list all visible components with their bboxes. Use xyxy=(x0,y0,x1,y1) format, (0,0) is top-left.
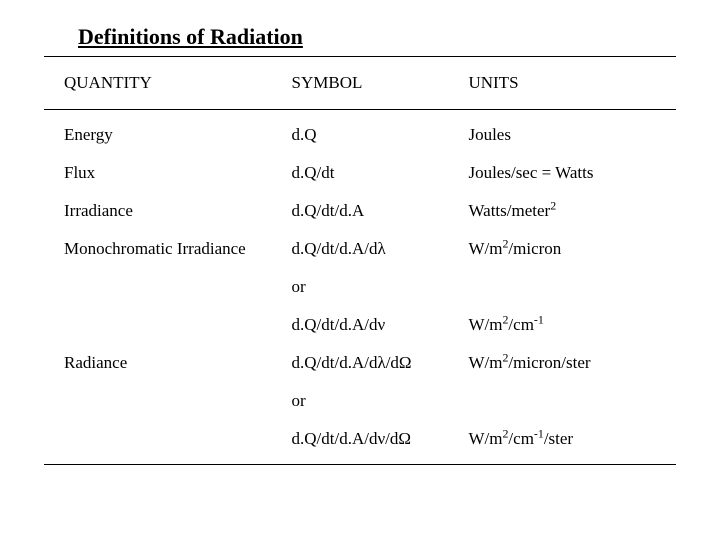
table-row: or xyxy=(44,268,676,306)
cell-units xyxy=(448,382,676,420)
col-header-units: UNITS xyxy=(448,63,676,103)
table-row: Flux d.Q/dt Joules/sec = Watts xyxy=(44,154,676,192)
rule-under-header xyxy=(44,109,676,110)
cell-symbol: d.Q/dt/d.A/dλ/dΩ xyxy=(272,344,449,382)
table-row: Monochromatic Irradiance d.Q/dt/d.A/dλ W… xyxy=(44,230,676,268)
table-header-row: QUANTITY SYMBOL UNITS xyxy=(44,63,676,103)
definitions-table-body: Energy d.Q Joules Flux d.Q/dt Joules/sec… xyxy=(44,116,676,458)
page-title: Definitions of Radiation xyxy=(78,24,676,50)
table-row: Irradiance d.Q/dt/d.A Watts/meter2 xyxy=(44,192,676,230)
col-header-symbol: SYMBOL xyxy=(272,63,449,103)
table-row: d.Q/dt/d.A/dν/dΩ W/m2/cm-1/ster xyxy=(44,420,676,458)
cell-quantity xyxy=(44,268,272,306)
cell-quantity xyxy=(44,420,272,458)
cell-units: W/m2/micron xyxy=(448,230,676,268)
cell-symbol: d.Q xyxy=(272,116,449,154)
cell-units: W/m2/cm-1/ster xyxy=(448,420,676,458)
cell-symbol: or xyxy=(272,382,449,420)
cell-quantity: Radiance xyxy=(44,344,272,382)
cell-symbol: d.Q/dt/d.A/dν xyxy=(272,306,449,344)
cell-units: W/m2/micron/ster xyxy=(448,344,676,382)
rule-top xyxy=(44,56,676,57)
table-row: or xyxy=(44,382,676,420)
table-row: Energy d.Q Joules xyxy=(44,116,676,154)
table-row: d.Q/dt/d.A/dν W/m2/cm-1 xyxy=(44,306,676,344)
cell-units: Joules xyxy=(448,116,676,154)
definitions-table: QUANTITY SYMBOL UNITS xyxy=(44,63,676,103)
cell-units: W/m2/cm-1 xyxy=(448,306,676,344)
cell-quantity xyxy=(44,382,272,420)
col-header-quantity: QUANTITY xyxy=(44,63,272,103)
cell-units: Watts/meter2 xyxy=(448,192,676,230)
cell-symbol: d.Q/dt/d.A/dλ xyxy=(272,230,449,268)
table-row: Radiance d.Q/dt/d.A/dλ/dΩ W/m2/micron/st… xyxy=(44,344,676,382)
cell-quantity: Energy xyxy=(44,116,272,154)
cell-symbol: d.Q/dt/d.A xyxy=(272,192,449,230)
cell-quantity: Flux xyxy=(44,154,272,192)
cell-symbol: or xyxy=(272,268,449,306)
cell-symbol: d.Q/dt/d.A/dν/dΩ xyxy=(272,420,449,458)
cell-units xyxy=(448,268,676,306)
cell-quantity xyxy=(44,306,272,344)
cell-symbol: d.Q/dt xyxy=(272,154,449,192)
rule-bottom xyxy=(44,464,676,465)
page: Definitions of Radiation QUANTITY SYMBOL… xyxy=(0,0,720,481)
cell-quantity: Monochromatic Irradiance xyxy=(44,230,272,268)
cell-quantity: Irradiance xyxy=(44,192,272,230)
cell-units: Joules/sec = Watts xyxy=(448,154,676,192)
